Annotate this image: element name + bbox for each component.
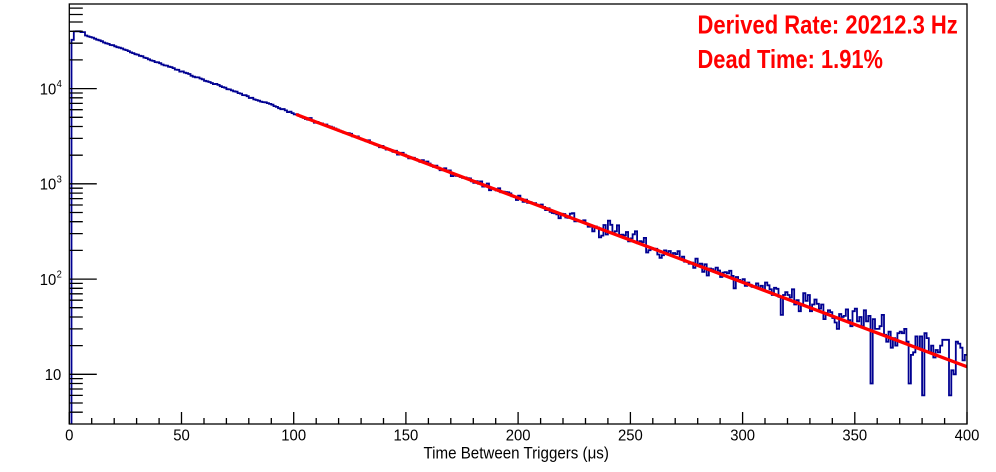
svg-text:50: 50 <box>173 427 190 444</box>
svg-text:10: 10 <box>45 367 62 384</box>
svg-text:10: 10 <box>40 177 57 194</box>
svg-text:250: 250 <box>618 427 643 444</box>
svg-text:350: 350 <box>842 427 867 444</box>
svg-text:10: 10 <box>40 272 57 289</box>
svg-text:2: 2 <box>57 269 62 281</box>
svg-text:4: 4 <box>57 78 62 90</box>
svg-text:300: 300 <box>730 427 755 444</box>
svg-text:200: 200 <box>506 427 531 444</box>
svg-text:400: 400 <box>955 427 980 444</box>
svg-text:0: 0 <box>65 427 74 444</box>
svg-text:Derived Rate: 20212.3 Hz: Derived Rate: 20212.3 Hz <box>698 9 958 39</box>
svg-text:Dead Time: 1.91%: Dead Time: 1.91% <box>698 44 884 74</box>
svg-text:10: 10 <box>40 81 57 98</box>
svg-text:3: 3 <box>57 173 62 185</box>
svg-text:100: 100 <box>281 427 306 444</box>
svg-text:Time Between Triggers (μs): Time Between Triggers (μs) <box>424 445 609 463</box>
svg-text:150: 150 <box>394 427 419 444</box>
